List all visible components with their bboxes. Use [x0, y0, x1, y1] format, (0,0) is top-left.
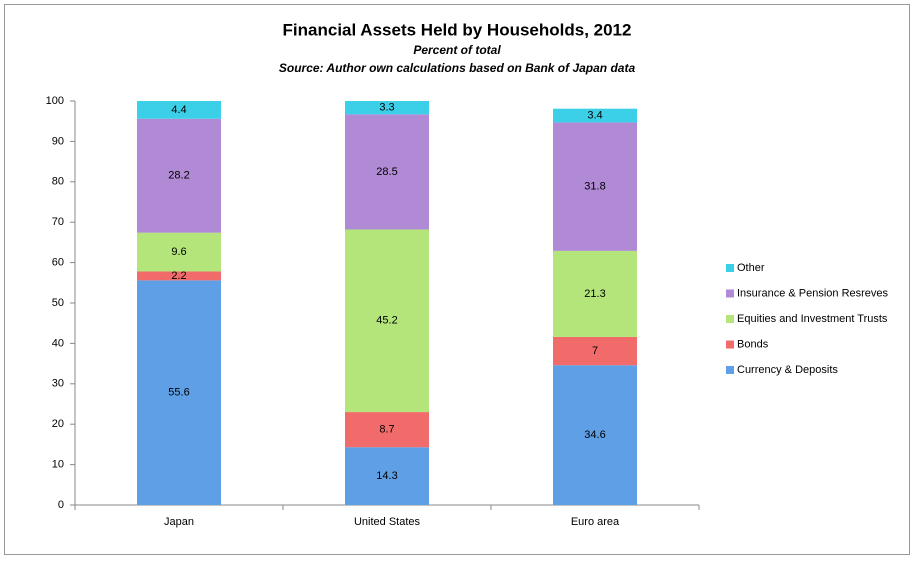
- data-label: 28.2: [168, 170, 189, 182]
- data-label: 28.5: [376, 166, 397, 178]
- legend-swatch: [726, 264, 734, 272]
- bar-segment: [345, 101, 429, 115]
- data-label: 14.3: [376, 470, 397, 482]
- y-tick-label: 90: [52, 135, 64, 147]
- data-label: 9.6: [171, 246, 186, 258]
- bar-segment: [553, 336, 637, 366]
- y-tick-label: 70: [52, 216, 64, 228]
- bar-segment: [137, 280, 221, 505]
- data-label: 45.2: [376, 315, 397, 327]
- bar-segment: [553, 250, 637, 337]
- bar-segment: [137, 232, 221, 272]
- legend-label: Bonds: [737, 338, 769, 350]
- chart-source: Source: Author own calculations based on…: [279, 61, 636, 75]
- y-tick-label: 40: [52, 337, 64, 349]
- chart-subtitle: Percent of total: [413, 43, 501, 57]
- bar-segment: [345, 412, 429, 448]
- y-tick-label: 100: [46, 95, 64, 107]
- legend-swatch: [726, 340, 734, 349]
- legend-swatch: [726, 366, 734, 374]
- bar-segment: [553, 365, 637, 505]
- bar-segment: [137, 101, 221, 119]
- legend-swatch: [726, 289, 734, 298]
- legend-swatch: [726, 315, 734, 323]
- data-label: 3.4: [587, 109, 602, 121]
- data-label: 34.6: [584, 429, 605, 441]
- chart-frame: [4, 4, 910, 555]
- bar-segment: [137, 271, 221, 281]
- data-label: 21.3: [584, 288, 605, 300]
- x-tick-label: Euro area: [571, 516, 620, 528]
- y-tick-label: 20: [52, 418, 64, 430]
- bar-segment: [345, 229, 429, 413]
- y-tick-label: 80: [52, 176, 64, 188]
- data-label: 55.6: [168, 387, 189, 399]
- x-tick-label: United States: [354, 516, 421, 528]
- legend-label: Currency & Deposits: [737, 364, 838, 376]
- data-label: 7: [592, 345, 598, 357]
- legend-label: Other: [737, 262, 765, 274]
- y-tick-label: 10: [52, 459, 64, 471]
- bar-segment: [553, 122, 637, 251]
- legend-label: Equities and Investment Trusts: [737, 313, 888, 325]
- chart-title: Financial Assets Held by Households, 201…: [283, 20, 632, 39]
- data-label: 4.4: [171, 104, 186, 116]
- data-label: 8.7: [379, 424, 394, 436]
- legend-label: Insurance & Pension Resreves: [737, 287, 889, 299]
- bar-segment: [345, 447, 429, 505]
- bar-segment: [345, 114, 429, 230]
- y-tick-label: 30: [52, 378, 64, 390]
- y-tick-label: 50: [52, 297, 64, 309]
- x-tick-label: Japan: [164, 516, 194, 528]
- data-label: 3.3: [379, 102, 394, 114]
- bar-segment: [137, 118, 221, 233]
- y-tick-label: 0: [58, 499, 64, 511]
- bar-segment: [553, 108, 637, 123]
- data-label: 2.2: [171, 270, 186, 282]
- data-label: 31.8: [584, 181, 605, 193]
- y-tick-label: 60: [52, 257, 64, 269]
